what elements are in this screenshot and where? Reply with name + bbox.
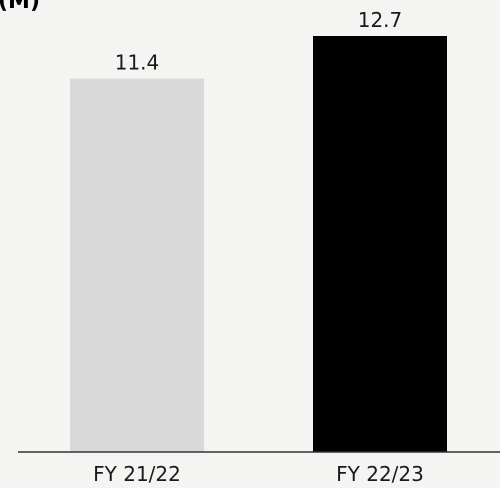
category-labels-group: FY 21/22 FY 22/23 — [93, 462, 424, 486]
category-label-2: FY 22/23 — [336, 462, 424, 486]
bar-2 — [313, 36, 447, 452]
bar-value-label-2: 12.7 — [358, 8, 403, 32]
bar-1 — [70, 78, 204, 453]
bars-group — [70, 36, 447, 453]
bar-value-label-1: 11.4 — [115, 51, 160, 75]
value-labels-group: 11.4 12.7 — [115, 8, 403, 75]
category-label-1: FY 21/22 — [93, 462, 181, 486]
y-axis-unit-label: (M) — [0, 0, 40, 14]
